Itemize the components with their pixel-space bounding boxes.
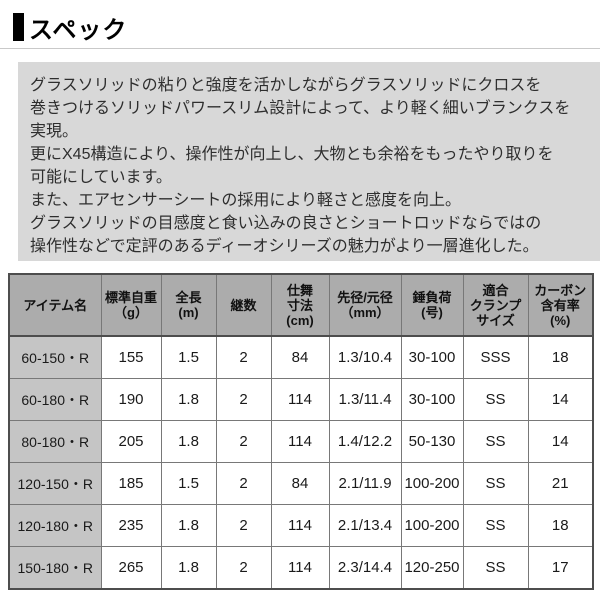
description-line: 実現。 <box>30 123 79 140</box>
description-panel: グラスソリッドの粘りと強度を活かしながらグラスソリッドにクロスを 巻きつけるソリ… <box>18 62 600 261</box>
table-cell: 114 <box>270 378 330 421</box>
row-item-name: 120-150・R <box>8 462 102 505</box>
table-cell: 1.8 <box>160 504 217 547</box>
column-header-clamp-size: 適合 クランプ サイズ <box>462 273 529 337</box>
table-cell: 2 <box>215 546 272 590</box>
row-item-name: 60-180・R <box>8 378 102 421</box>
table-cell: 120-250 <box>400 546 464 590</box>
description-line: グラスソリッドの目感度と食い込みの良さとショートロッドならではの <box>30 215 542 232</box>
table-cell: 2.3/14.4 <box>328 546 402 590</box>
column-header-sinker-load: 錘負荷 (号) <box>400 273 464 337</box>
row-item-name: 120-180・R <box>8 504 102 547</box>
description-line: 可能にしています。 <box>30 169 172 186</box>
table-row: 80-180・R 205 1.8 2 114 1.4/12.2 50-130 S… <box>8 420 594 463</box>
table-cell: 1.3/10.4 <box>328 335 402 379</box>
table-cell: 1.5 <box>160 462 217 505</box>
table-header-row: アイテム名 標準自重 （g） 全長 (m) 継数 仕舞 寸法 (cm) 先径/元… <box>8 273 594 337</box>
table-cell: SS <box>462 462 529 505</box>
table-cell: 18 <box>527 335 594 379</box>
section-header: スペック <box>13 12 600 44</box>
table-cell: SSS <box>462 335 529 379</box>
table-cell: 265 <box>100 546 162 590</box>
row-item-name: 60-150・R <box>8 335 102 379</box>
column-header-closed-length: 仕舞 寸法 (cm) <box>270 273 330 337</box>
header-divider <box>0 48 600 49</box>
column-header-weight: 標準自重 （g） <box>100 273 162 337</box>
row-item-name: 150-180・R <box>8 546 102 590</box>
column-header-sections: 継数 <box>215 273 272 337</box>
table-cell: 30-100 <box>400 335 464 379</box>
table-cell: 84 <box>270 335 330 379</box>
table-cell: SS <box>462 420 529 463</box>
table-cell: 2.1/11.9 <box>328 462 402 505</box>
column-header-carbon: カーボン 含有率 (%) <box>527 273 594 337</box>
description-line: 巻きつけるソリッドパワースリム設計によって、より軽く細いブランクスを <box>30 100 571 117</box>
table-cell: 114 <box>270 420 330 463</box>
table-cell: 235 <box>100 504 162 547</box>
table-cell: 21 <box>527 462 594 505</box>
title-accent-bar <box>13 13 24 41</box>
table-cell: 100-200 <box>400 462 464 505</box>
description-line: また、エアセンサーシートの採用により軽さと感度を向上。 <box>30 192 462 209</box>
page-title: スペック <box>29 16 128 44</box>
table-cell: 17 <box>527 546 594 590</box>
table-cell: 84 <box>270 462 330 505</box>
table-row: 150-180・R 265 1.8 2 114 2.3/14.4 120-250… <box>8 546 594 590</box>
table-cell: 30-100 <box>400 378 464 421</box>
description-line: 更にX45構造により、操作性が向上し、大物とも余裕をもったやり取りを <box>30 146 554 163</box>
table-cell: 1.5 <box>160 335 217 379</box>
table-cell: 2 <box>215 504 272 547</box>
table-cell: 1.3/11.4 <box>328 378 402 421</box>
column-header-diameter: 先径/元径 （mm） <box>328 273 402 337</box>
table-cell: 1.8 <box>160 546 217 590</box>
table-cell: 2 <box>215 335 272 379</box>
row-item-name: 80-180・R <box>8 420 102 463</box>
table-cell: 100-200 <box>400 504 464 547</box>
table-cell: 14 <box>527 378 594 421</box>
column-header-length: 全長 (m) <box>160 273 217 337</box>
table-row: 60-150・R 155 1.5 2 84 1.3/10.4 30-100 SS… <box>8 335 594 379</box>
table-cell: 1.4/12.2 <box>328 420 402 463</box>
table-cell: SS <box>462 378 529 421</box>
table-cell: 2 <box>215 420 272 463</box>
column-header-item-name: アイテム名 <box>8 273 102 337</box>
table-cell: 114 <box>270 504 330 547</box>
description-line: 操作性などで定評のあるディーオシリーズの魅力がより一層進化した。 <box>30 238 539 255</box>
table-cell: 190 <box>100 378 162 421</box>
table-cell: SS <box>462 546 529 590</box>
table-cell: 205 <box>100 420 162 463</box>
table-cell: 1.8 <box>160 420 217 463</box>
table-cell: 155 <box>100 335 162 379</box>
table-cell: SS <box>462 504 529 547</box>
table-row: 120-150・R 185 1.5 2 84 2.1/11.9 100-200 … <box>8 462 594 505</box>
table-row: 120-180・R 235 1.8 2 114 2.1/13.4 100-200… <box>8 504 594 547</box>
table-row: 60-180・R 190 1.8 2 114 1.3/11.4 30-100 S… <box>8 378 594 421</box>
table-cell: 18 <box>527 504 594 547</box>
table-cell: 2 <box>215 462 272 505</box>
table-cell: 14 <box>527 420 594 463</box>
table-cell: 2 <box>215 378 272 421</box>
table-cell: 50-130 <box>400 420 464 463</box>
table-cell: 114 <box>270 546 330 590</box>
table-cell: 185 <box>100 462 162 505</box>
spec-table: アイテム名 標準自重 （g） 全長 (m) 継数 仕舞 寸法 (cm) 先径/元… <box>8 273 594 590</box>
description-line: グラスソリッドの粘りと強度を活かしながらグラスソリッドにクロスを <box>30 77 542 94</box>
table-cell: 2.1/13.4 <box>328 504 402 547</box>
table-cell: 1.8 <box>160 378 217 421</box>
